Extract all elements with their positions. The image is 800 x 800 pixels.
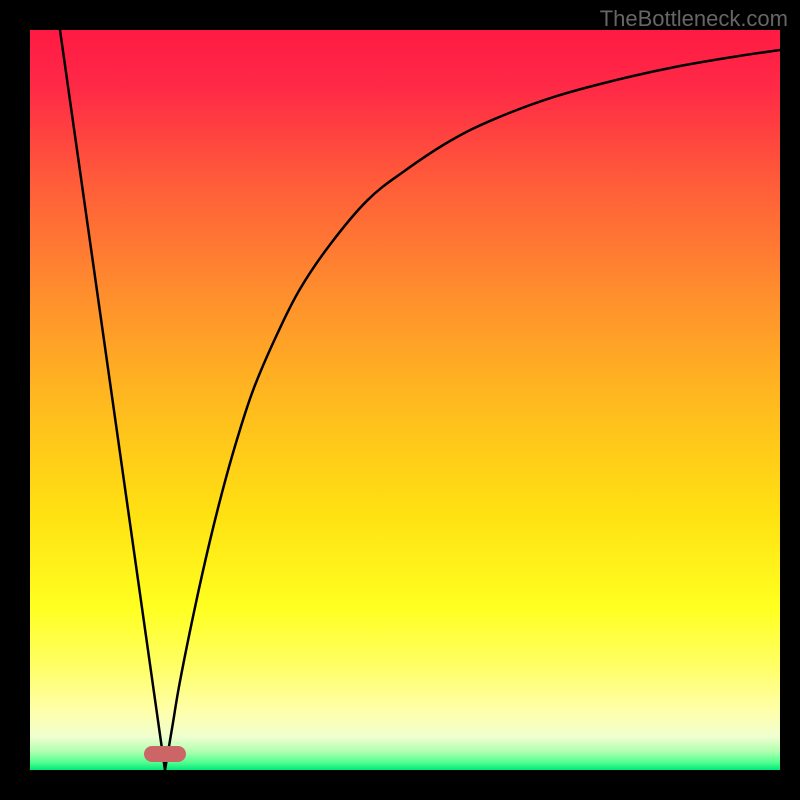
watermark-text: TheBottleneck.com bbox=[600, 6, 788, 32]
min-marker bbox=[144, 746, 185, 762]
curve-svg bbox=[30, 30, 780, 770]
curve-path bbox=[60, 30, 780, 770]
plot-area bbox=[30, 30, 780, 770]
